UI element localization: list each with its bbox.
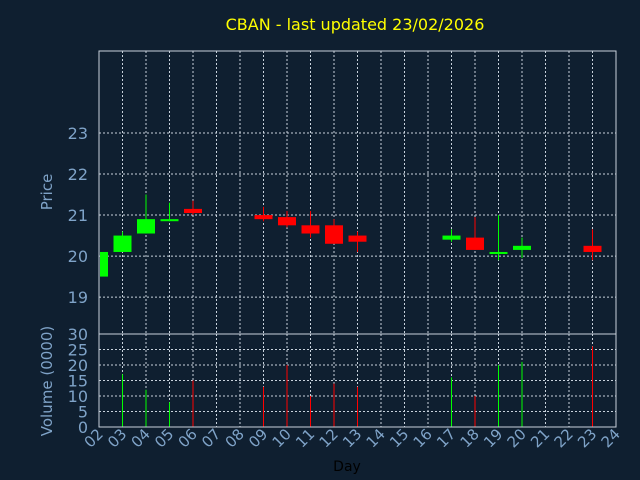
candle-body: [466, 237, 484, 250]
price-y-tick-labels: 19 20 21 22 23: [68, 124, 88, 307]
x-tick-label: 14: [363, 425, 389, 451]
price-y-tick-label: 23: [68, 124, 88, 143]
candle-body: [113, 235, 132, 252]
price-y-tick-label: 22: [68, 165, 88, 184]
price-y-tick-label: 21: [68, 206, 88, 225]
x-tick-label: 21: [527, 425, 553, 451]
price-candles: [98, 194, 602, 277]
x-axis-label: Day: [333, 459, 361, 475]
candle-body: [513, 245, 531, 250]
candle-body: [254, 215, 273, 220]
candle-body: [100, 251, 108, 277]
x-tick-label: 12: [316, 425, 342, 451]
volume-axis-label: Volume (0000): [38, 326, 56, 436]
candle-body: [325, 225, 343, 244]
volume-y-tick-label: 25: [68, 341, 88, 360]
candle-body: [184, 208, 202, 214]
x-tick-label: 06: [175, 425, 201, 451]
candle-body: [583, 245, 602, 252]
x-tick-label: 11: [292, 425, 318, 451]
x-tick-label: 15: [386, 425, 412, 451]
x-tick-label: 17: [433, 425, 459, 451]
x-tick-label: 09: [245, 425, 271, 451]
x-tick-labels: 0203040506070809101112131415161718192021…: [81, 425, 624, 451]
x-tick-label: 18: [457, 425, 483, 451]
price-axis-label: Price: [38, 174, 56, 211]
price-gridlines: [99, 51, 616, 334]
volume-bars: [98, 346, 593, 427]
chart-title: CBAN - last updated 23/02/2026: [226, 15, 485, 34]
volume-y-tick-label: 15: [68, 372, 88, 391]
candle-body: [348, 235, 367, 242]
x-tick-label: 23: [574, 425, 600, 451]
volume-y-tick-label: 0: [78, 418, 88, 437]
volume-y-tick-label: 30: [68, 325, 88, 344]
volume-y-tick-label: 10: [68, 387, 88, 406]
volume-y-tick-label: 5: [78, 403, 88, 422]
x-tick-label: 16: [410, 425, 436, 451]
x-tick-label: 04: [128, 425, 154, 451]
candle-body: [160, 219, 179, 222]
candle-body: [137, 219, 155, 234]
candle-body: [301, 225, 320, 234]
candle-body: [442, 235, 461, 240]
x-tick-label: 24: [598, 425, 624, 451]
volume-panel-frame: [98, 333, 617, 428]
price-y-tick-label: 19: [68, 288, 88, 307]
x-tick-label: 07: [198, 425, 224, 451]
x-tick-label: 05: [151, 425, 177, 451]
x-tick-label: 13: [339, 425, 365, 451]
x-tick-label: 20: [504, 425, 530, 451]
x-tick-label: 08: [222, 425, 248, 451]
x-tick-label: 10: [269, 425, 295, 451]
x-tick-label: 03: [104, 425, 130, 451]
candle-body: [489, 251, 508, 255]
x-tick-label: 22: [551, 425, 577, 451]
price-y-tick-label: 20: [68, 247, 88, 266]
volume-y-tick-label: 20: [68, 356, 88, 375]
x-tick-label: 19: [480, 425, 506, 451]
candle-body: [278, 217, 296, 226]
